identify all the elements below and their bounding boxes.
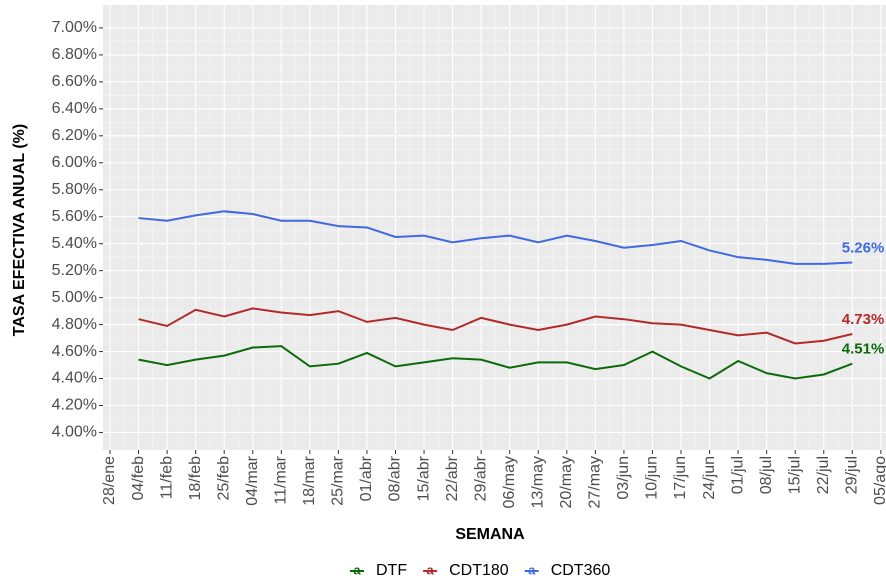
legend-glyph: a [353,562,361,577]
x-tick-label: 05/ago [872,456,886,505]
x-tick-label: 17/jun [672,456,689,500]
x-tick-label: 20/may [558,456,575,508]
x-tick-label: 08/jul [758,456,775,494]
y-tick-label: 6.40% [52,100,97,117]
y-tick-label: 5.20% [52,262,97,279]
x-tick-label: 11/feb [158,456,175,499]
y-tick-label: 5.00% [52,289,97,306]
x-tick-label: 29/abr [472,455,489,501]
x-tick-label: 10/jun [644,456,661,500]
x-tick-label: 04/mar [244,455,261,505]
x-tick-label: 01/abr [358,455,375,501]
y-axis-title: TASA EFECTIVA ANUAL (%) [11,124,28,336]
panel [103,5,886,450]
x-tick-label: 01/jul [729,456,746,494]
x-tick-label: 25/mar [330,455,347,505]
x-tick-label: 18/mar [301,455,318,505]
y-tick-label: 6.00% [52,154,97,171]
x-tick-label: 15/jul [786,456,803,494]
y-tick-label: 7.00% [52,19,97,36]
y-tick-label: 4.60% [52,343,97,360]
x-tick-label: 15/abr [415,455,432,501]
legend-glyph: a [426,562,434,577]
value-label: 4.73% [842,311,885,328]
y-tick-label: 5.80% [52,181,97,198]
legend-label: CDT360 [551,562,611,579]
legend-label: DTF [376,562,407,579]
x-tick-label: 06/may [501,456,518,508]
x-tick-label: 29/jul [844,456,861,494]
series-line [138,307,853,345]
series-line [138,345,853,380]
y-tick-label: 6.80% [52,46,97,63]
y-tick-label: 4.80% [52,316,97,333]
x-tick-label: 04/feb [130,456,147,501]
legend-label: CDT180 [449,562,509,579]
y-tick-label: 4.40% [52,370,97,387]
y-tick-label: 5.40% [52,235,97,252]
legend-glyph: a [528,562,536,577]
x-tick-label: 13/may [529,456,546,508]
y-tick-label: 6.20% [52,127,97,144]
x-tick-label: 27/may [587,456,604,508]
x-axis-title: SEMANA [455,526,525,543]
x-tick-label: 28/ene [101,456,118,505]
x-tick-label: 22/jul [815,456,832,494]
x-tick-label: 25/feb [215,456,232,501]
x-tick-label: 11/mar [273,455,290,504]
value-label: 5.26% [842,240,885,257]
x-tick-label: 22/abr [444,455,461,501]
value-label: 4.51% [842,341,885,358]
y-tick-label: 5.60% [52,208,97,225]
y-tick-label: 6.60% [52,73,97,90]
series-line [138,210,853,265]
x-tick-label: 08/abr [387,455,404,501]
x-tick-label: 03/jun [615,456,632,500]
x-tick-label: 24/jun [701,456,718,500]
y-tick-label: 4.00% [52,424,97,441]
x-tick-label: 18/feb [187,456,204,501]
y-tick-label: 4.20% [52,397,97,414]
